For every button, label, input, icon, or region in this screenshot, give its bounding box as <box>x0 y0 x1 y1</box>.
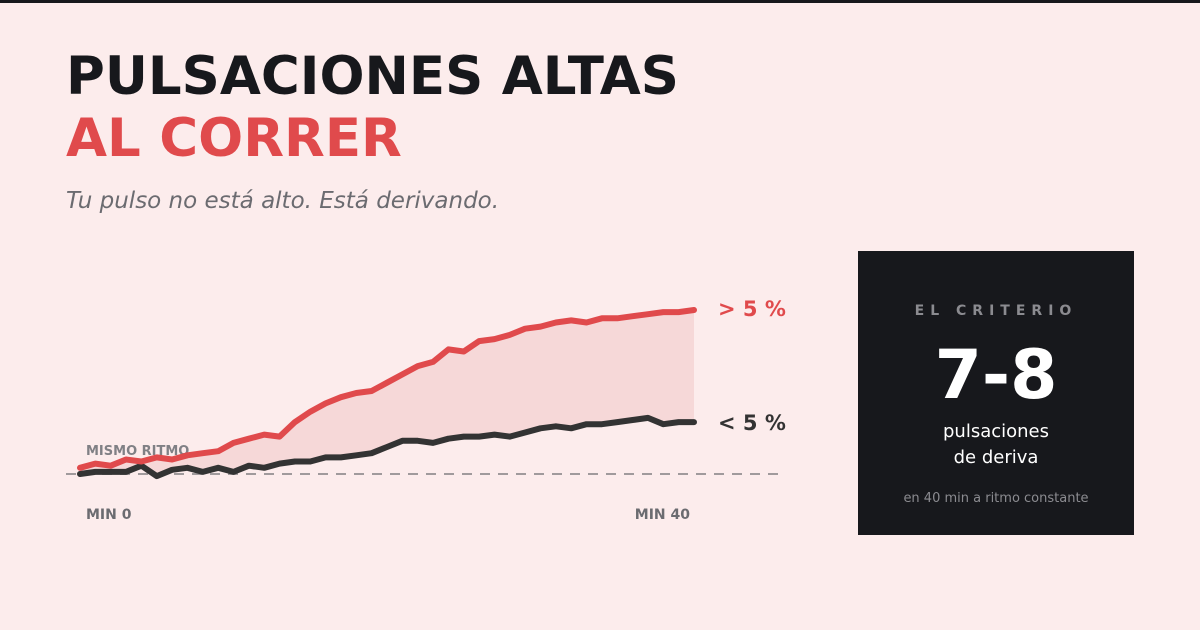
top-accent-bar <box>0 0 1200 3</box>
x-tick-label-end: MIN 40 <box>635 507 690 523</box>
criterion-footnote: en 40 min a ritmo constante <box>903 491 1089 506</box>
series-high-drift-label: > 5 % <box>718 297 786 321</box>
series-low-drift-label: < 5 % <box>718 411 786 435</box>
criterion-unit-line-1: pulsaciones <box>942 421 1049 442</box>
subtitle: Tu pulso no está alto. Está derivando. <box>66 188 500 214</box>
page-title: PULSACIONES ALTAS AL CORRER <box>66 46 679 170</box>
drift-line-chart: MISMO RITMO > 5 % < 5 % MIN 0 MIN 40 <box>66 297 786 523</box>
series-high-drift-line <box>77 414 697 480</box>
baseline-label: MISMO RITMO <box>86 444 189 459</box>
criterion-panel: EL CRITERIO 7-8 pulsaciones de deriva en… <box>858 251 1134 535</box>
drift-area-fill <box>80 310 694 477</box>
x-tick-label-start: MIN 0 <box>86 507 132 523</box>
series-low-drift-line <box>77 307 697 471</box>
criterion-eyebrow: EL CRITERIO <box>914 303 1078 319</box>
title-line-1: PULSACIONES ALTAS <box>66 46 679 107</box>
criterion-unit-line-2: de deriva <box>953 447 1039 468</box>
criterion-unit: pulsaciones de deriva <box>858 419 1134 471</box>
title-line-2: AL CORRER <box>66 108 402 169</box>
criterion-number: 7-8 <box>934 336 1058 415</box>
